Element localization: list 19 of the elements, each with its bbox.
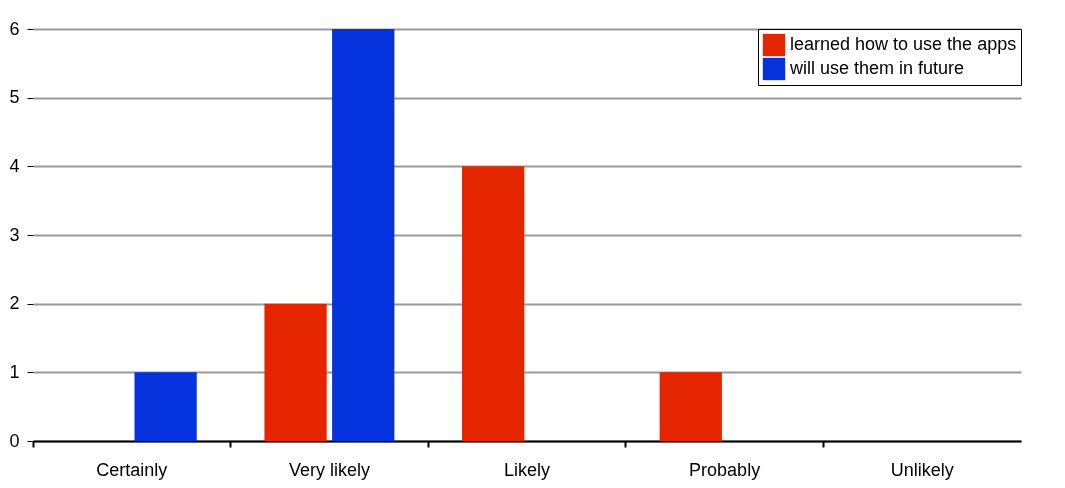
- y-tick-label: 1: [9, 361, 20, 382]
- x-tick-label: Unlikely: [890, 459, 954, 480]
- x-tick-label: Very likely: [288, 459, 370, 480]
- bar: [264, 303, 327, 441]
- y-tick-label: 6: [9, 18, 20, 39]
- bar: [134, 372, 197, 441]
- y-tick-label: 2: [9, 293, 20, 314]
- x-tick-label: Probably: [689, 459, 761, 480]
- x-tick-label: Likely: [503, 459, 551, 480]
- bar: [659, 372, 722, 441]
- legend-label: will use them in future: [789, 58, 965, 78]
- x-tick-label: Certainly: [96, 459, 168, 480]
- bar: [462, 166, 525, 441]
- y-tick-label: 3: [9, 224, 20, 245]
- y-tick-label: 4: [9, 155, 20, 176]
- legend-label: learned how to use the apps: [790, 34, 1017, 54]
- y-tick-label: 0: [9, 430, 20, 451]
- y-tick-label: 5: [9, 87, 20, 108]
- bar: [332, 29, 395, 441]
